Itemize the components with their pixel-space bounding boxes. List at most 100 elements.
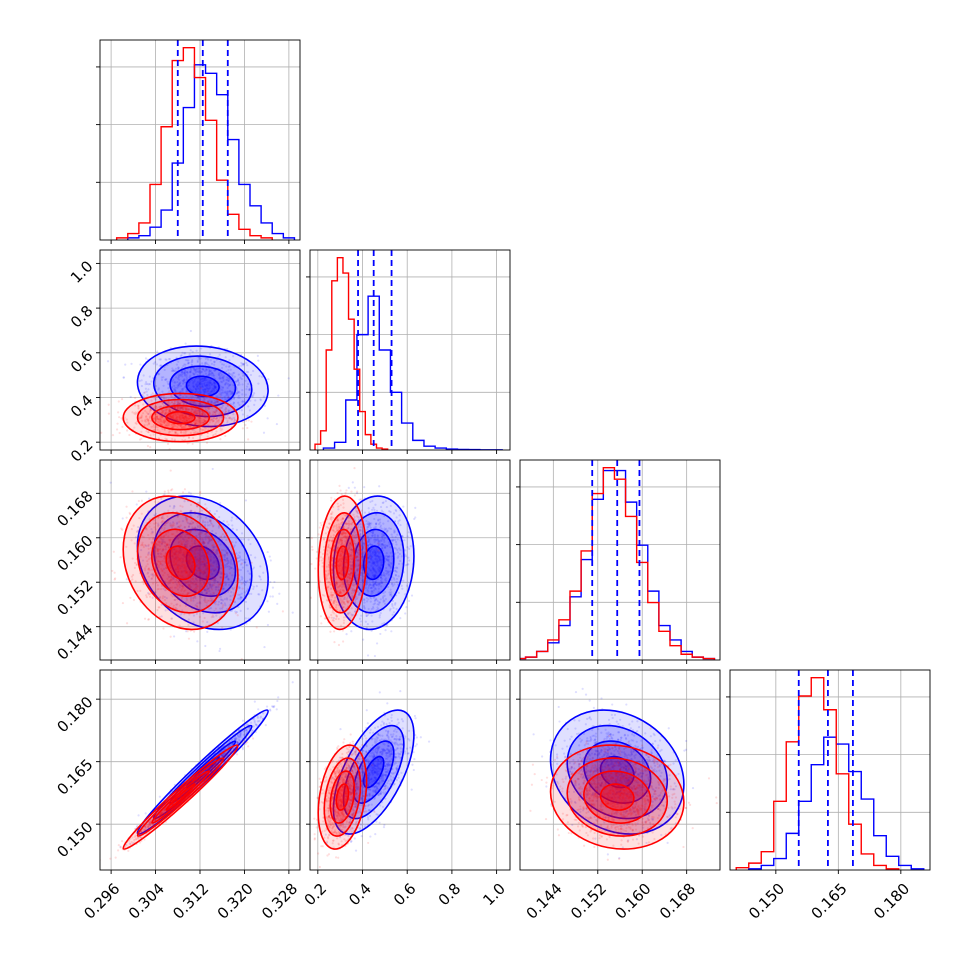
scatter-point <box>183 363 186 366</box>
scatter-point <box>198 511 201 514</box>
scatter-point <box>188 426 191 429</box>
scatter-point <box>154 408 157 411</box>
scatter-point <box>207 363 210 367</box>
scatter-point <box>232 567 235 571</box>
scatter-point <box>186 423 190 426</box>
scatter-point <box>160 527 163 530</box>
scatter-point <box>230 373 233 376</box>
scatter-point <box>189 596 193 599</box>
scatter-point <box>242 582 245 585</box>
scatter-point <box>192 404 195 407</box>
scatter-point <box>205 594 208 597</box>
scatter-point <box>219 595 222 598</box>
scatter-point <box>179 390 182 393</box>
scatter-point <box>180 557 183 560</box>
scatter-point <box>209 583 212 586</box>
scatter-point <box>173 553 176 556</box>
scatter-point <box>203 597 206 600</box>
scatter-point <box>221 377 224 380</box>
scatter-point <box>197 423 200 427</box>
scatter-point <box>166 424 170 427</box>
scatter-point <box>188 579 192 582</box>
scatter-point <box>207 400 210 403</box>
scatter-point <box>176 565 179 569</box>
scatter-point <box>185 559 188 562</box>
scatter-point <box>171 426 174 429</box>
scatter-point <box>161 563 164 567</box>
scatter-point <box>238 586 241 589</box>
scatter-point <box>226 557 229 560</box>
scatter-point <box>188 387 191 390</box>
scatter-point <box>118 431 121 435</box>
scatter-point <box>181 563 184 566</box>
scatter-point <box>193 410 196 413</box>
scatter-point <box>213 560 216 563</box>
scatter-point <box>180 419 184 423</box>
scatter-point <box>161 549 164 553</box>
scatter-point <box>206 567 209 570</box>
scatter-point <box>153 397 156 400</box>
scatter-point <box>167 546 170 549</box>
scatter-point <box>199 414 202 417</box>
scatter-point <box>200 387 203 390</box>
scatter-point <box>243 561 246 564</box>
scatter-point <box>174 416 178 420</box>
scatter-point <box>245 385 249 388</box>
scatter-point <box>251 395 254 398</box>
scatter-point <box>266 600 269 603</box>
scatter-point <box>222 520 225 523</box>
scatter-point <box>159 411 163 415</box>
scatter-point <box>169 579 172 582</box>
scatter-point <box>172 564 176 567</box>
scatter-point <box>219 427 222 430</box>
scatter-point <box>227 369 230 372</box>
scatter-point <box>205 507 208 510</box>
scatter-point <box>224 350 227 354</box>
contour-series-1 <box>136 398 225 437</box>
scatter-point <box>202 540 205 543</box>
scatter-point <box>198 402 201 405</box>
scatter-point <box>203 415 207 419</box>
scatter-point <box>196 391 200 394</box>
scatter-point <box>248 388 251 392</box>
scatter-point <box>197 421 201 424</box>
scatter-point <box>203 390 206 394</box>
scatter-point <box>226 557 229 561</box>
scatter-point <box>161 411 164 414</box>
scatter-point <box>184 414 188 418</box>
scatter-point <box>155 416 158 419</box>
panel-0-0 <box>96 39 301 244</box>
scatter-point <box>195 420 199 423</box>
scatter-point <box>207 550 210 553</box>
scatter-point <box>189 531 192 534</box>
scatter-point <box>190 570 193 573</box>
scatter-point <box>159 414 162 417</box>
scatter-point <box>217 413 220 416</box>
scatter-point <box>164 437 167 440</box>
scatter-point <box>201 367 204 371</box>
scatter-point <box>168 604 171 607</box>
scatter-point <box>202 583 206 586</box>
scatter-point <box>203 562 206 566</box>
scatter-point <box>252 585 255 588</box>
y-tick-label: 0.144 <box>53 620 96 663</box>
scatter-point <box>180 584 183 587</box>
scatter-point <box>173 557 177 560</box>
scatter-point <box>243 400 246 403</box>
scatter-point <box>208 421 211 424</box>
scatter-point <box>178 558 181 561</box>
scatter-point <box>172 561 176 564</box>
scatter-point <box>198 414 201 417</box>
scatter-point <box>180 425 183 429</box>
scatter-point <box>222 549 225 552</box>
scatter-point <box>204 545 207 548</box>
scatter-point <box>172 417 175 421</box>
scatter-point <box>160 395 163 399</box>
scatter-point <box>202 542 206 545</box>
scatter-point <box>171 369 175 372</box>
scatter-point <box>137 404 140 408</box>
scatter-point <box>197 567 200 570</box>
scatter-point <box>173 389 176 392</box>
scatter-point <box>164 548 167 551</box>
scatter-point <box>161 516 164 519</box>
